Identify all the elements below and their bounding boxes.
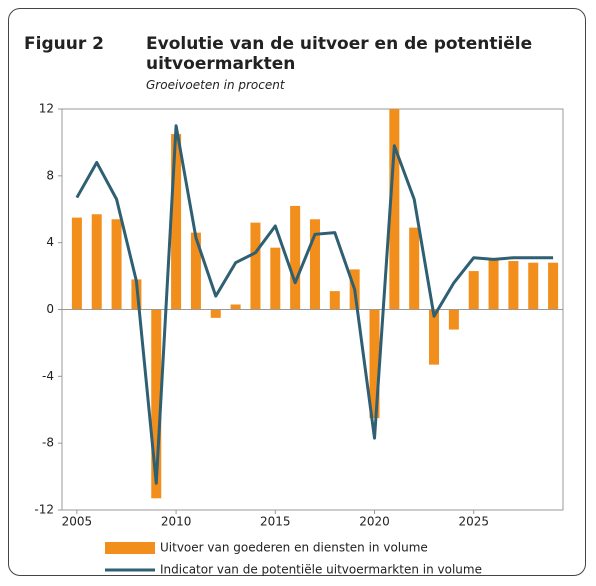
bar [230, 304, 241, 310]
x-tick-label: 2010 [161, 515, 192, 529]
legend-label: Indicator van de potentiële uitvoermarkt… [160, 563, 482, 577]
y-tick-label: -12 [34, 503, 54, 517]
bar [429, 309, 440, 365]
bar [91, 214, 102, 310]
bar [508, 261, 519, 310]
y-tick-label: 12 [39, 102, 54, 116]
bar [151, 309, 162, 499]
legend-swatch [105, 542, 155, 554]
chart-title: Evolutie van de uitvoer en de potentiële… [146, 34, 533, 74]
bar [309, 219, 320, 310]
y-tick-label: 4 [46, 235, 54, 249]
x-tick-label: 2005 [62, 515, 93, 529]
bar [171, 134, 182, 310]
y-tick-label: 8 [46, 168, 54, 182]
bar [270, 247, 281, 310]
bar [468, 271, 479, 310]
figure-label: Figuur 2 [24, 34, 104, 54]
y-tick-label: -8 [42, 436, 54, 450]
bar [528, 262, 539, 310]
bar [329, 291, 340, 310]
legend-label: Uitvoer van goederen en diensten in volu… [160, 541, 428, 555]
bar [250, 222, 261, 310]
bar [488, 259, 499, 310]
y-tick-label: -4 [42, 369, 54, 383]
bar [409, 227, 420, 310]
bar [448, 309, 459, 330]
bar [548, 262, 559, 310]
bar [369, 309, 380, 419]
x-tick-label: 2025 [458, 515, 489, 529]
y-tick-label: 0 [46, 302, 54, 316]
chart-subtitle: Groeivoeten in procent [146, 78, 285, 92]
bar [71, 217, 82, 310]
x-tick-label: 2015 [260, 515, 291, 529]
bar [290, 205, 301, 310]
x-tick-label: 2020 [359, 515, 390, 529]
line [75, 124, 554, 485]
frame [8, 8, 586, 576]
bar [389, 109, 400, 310]
bar [210, 309, 221, 318]
bar [190, 232, 201, 310]
bar [111, 219, 122, 310]
